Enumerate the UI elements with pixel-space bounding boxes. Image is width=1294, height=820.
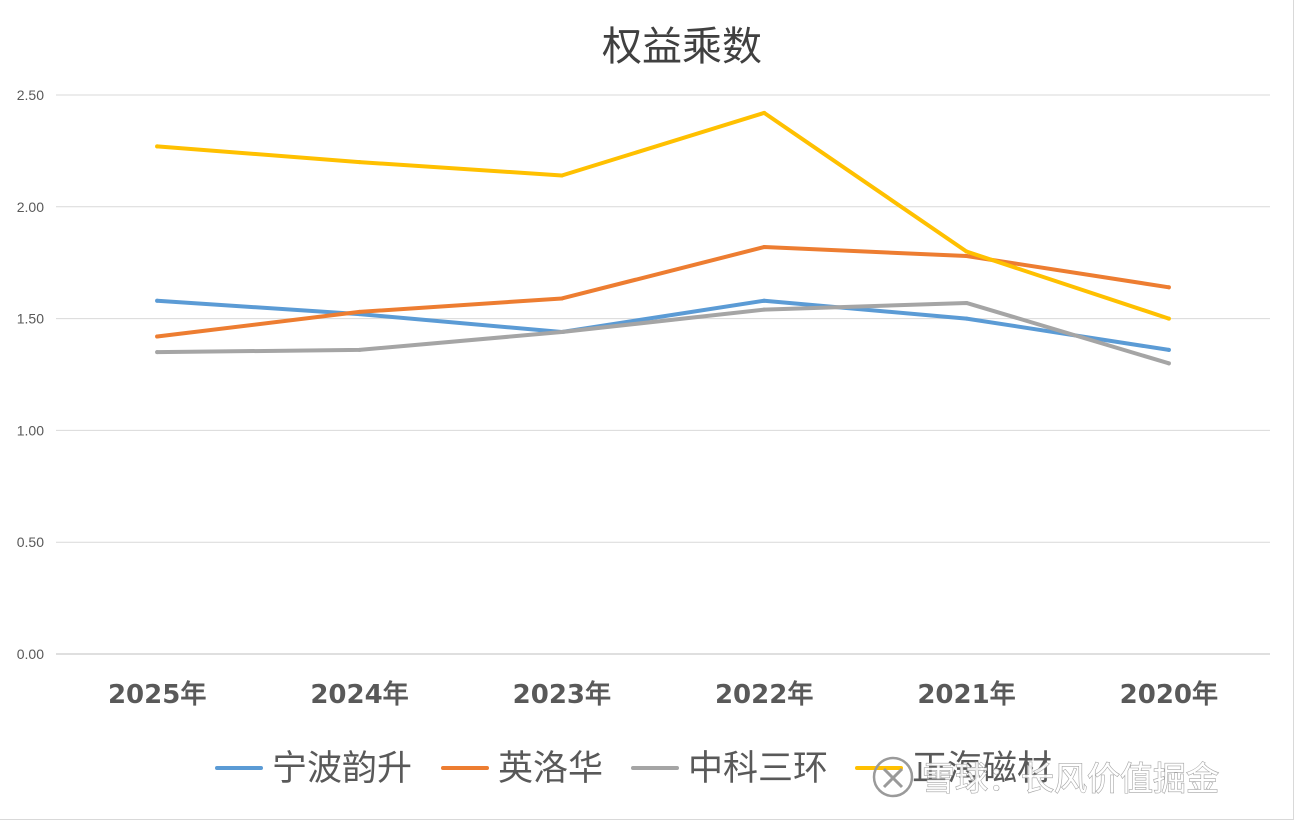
data-point [559,173,564,178]
legend-label: 英洛华 [498,749,603,789]
legend-item: 宁波韵升 [215,749,412,789]
x-tick-label: 2022年 [715,679,813,710]
series-3 [155,300,1171,366]
y-tick-label: 2.00 [17,199,44,215]
x-tick-label: 2024年 [310,679,408,710]
snowball-logo-icon [872,756,914,798]
y-tick-label: 1.00 [17,422,44,438]
legend-label: 宁波韵升 [272,749,412,789]
series-2 [155,245,1171,339]
series-line [155,110,1171,321]
data-point [762,110,767,115]
data-point [155,334,160,339]
data-point [762,307,767,312]
y-axis-ticks: 0.00 0.50 1.00 1.50 2.00 2.50 [17,87,44,662]
series-line [155,300,1171,366]
x-axis-ticks: 2025年 2024年 2023年 2022年 2021年 2020年 [108,679,1218,710]
series-1 [155,298,1171,352]
data-point [357,347,362,352]
data-point [155,144,160,149]
y-tick-label: 0.00 [17,646,44,662]
series-line [155,245,1171,339]
x-tick-label: 2025年 [108,679,206,710]
legend-item: 正海磁材 [855,749,1052,789]
data-point [762,298,767,303]
data-point [1166,285,1171,290]
x-tick-label: 2020年 [1120,679,1218,710]
legend-item: 中科三环 [631,749,828,789]
legend-item: 英洛华 [441,749,603,789]
data-point [155,298,160,303]
data-point [1166,347,1171,352]
data-point [964,300,969,305]
watermark: 雪球：长风价值掘金 [872,756,1220,799]
legend: 宁波韵升 英洛华 中科三环 正海磁材 [215,749,1052,789]
series-lines [155,110,1171,366]
chart-title: 权益乘数 [602,24,762,70]
gridlines [56,94,1270,655]
data-point [964,253,969,258]
data-point [1166,316,1171,321]
y-tick-label: 1.50 [17,311,44,327]
data-point [964,316,969,321]
data-point [964,249,969,254]
watermark-text: 雪球：长风价值掘金 [922,759,1219,798]
series-4 [155,110,1171,321]
legend-label: 中科三环 [688,749,828,789]
legend-label: 正海磁材 [912,749,1052,789]
y-tick-label: 2.50 [17,87,44,103]
series-line [155,298,1171,352]
data-point [559,330,564,335]
x-tick-label: 2023年 [513,679,611,710]
data-point [1166,361,1171,366]
x-tick-label: 2021年 [917,679,1015,710]
data-point [762,245,767,250]
data-point [357,309,362,314]
data-point [559,296,564,301]
y-tick-label: 0.50 [17,534,44,550]
data-point [155,350,160,355]
data-point [357,160,362,165]
